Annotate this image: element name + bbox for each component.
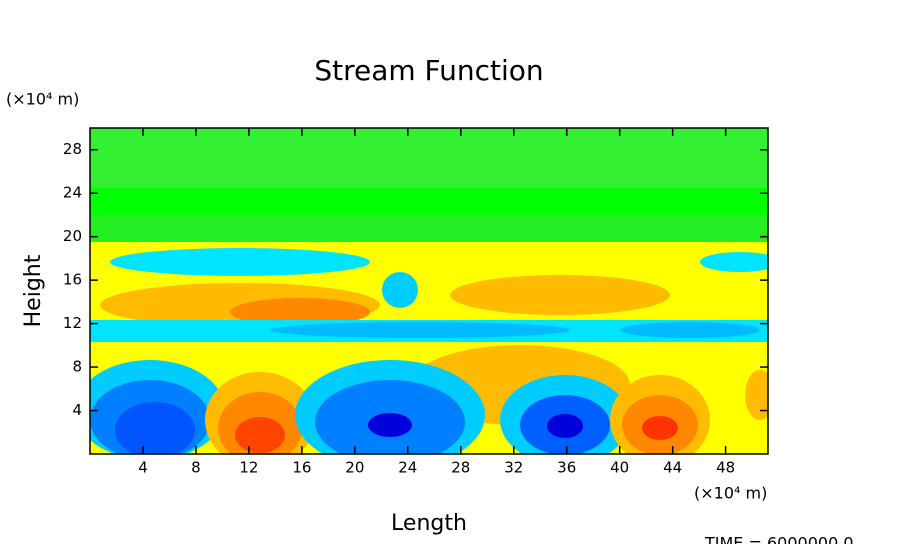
x-unit: (×10⁴ m)	[694, 484, 767, 503]
x-tick-label: 28	[451, 459, 470, 477]
y-tick-label: 20	[63, 227, 82, 245]
x-tick-label: 24	[398, 459, 417, 477]
x-tick-label: 36	[557, 459, 576, 477]
x-tick-label: 32	[504, 459, 523, 477]
x-tick-label: 48	[716, 459, 735, 477]
x-tick-label: 40	[610, 459, 629, 477]
y-tick-label: 8	[72, 358, 82, 376]
y-unit: (×10⁴ m)	[6, 90, 79, 109]
y-tick-label: 16	[63, 271, 82, 289]
y-tick-label: 24	[63, 184, 82, 202]
x-tick-label: 4	[138, 459, 148, 477]
y-axis-label: Height	[21, 254, 46, 327]
x-tick-label: 20	[345, 459, 364, 477]
x-axis-label: Length	[391, 511, 467, 536]
contour-field	[90, 128, 768, 454]
x-tick-label: 16	[292, 459, 311, 477]
x-tick-label: 12	[239, 459, 258, 477]
y-tick-label: 4	[72, 401, 82, 419]
y-tick-label: 12	[63, 314, 82, 332]
plot-frame	[89, 127, 769, 455]
x-tick-label: 44	[663, 459, 682, 477]
chart-title: Stream Function	[314, 54, 543, 87]
x-tick-label: 8	[191, 459, 201, 477]
footer: TIME = 6000000.0	[704, 534, 854, 544]
y-tick-label: 28	[63, 140, 82, 158]
